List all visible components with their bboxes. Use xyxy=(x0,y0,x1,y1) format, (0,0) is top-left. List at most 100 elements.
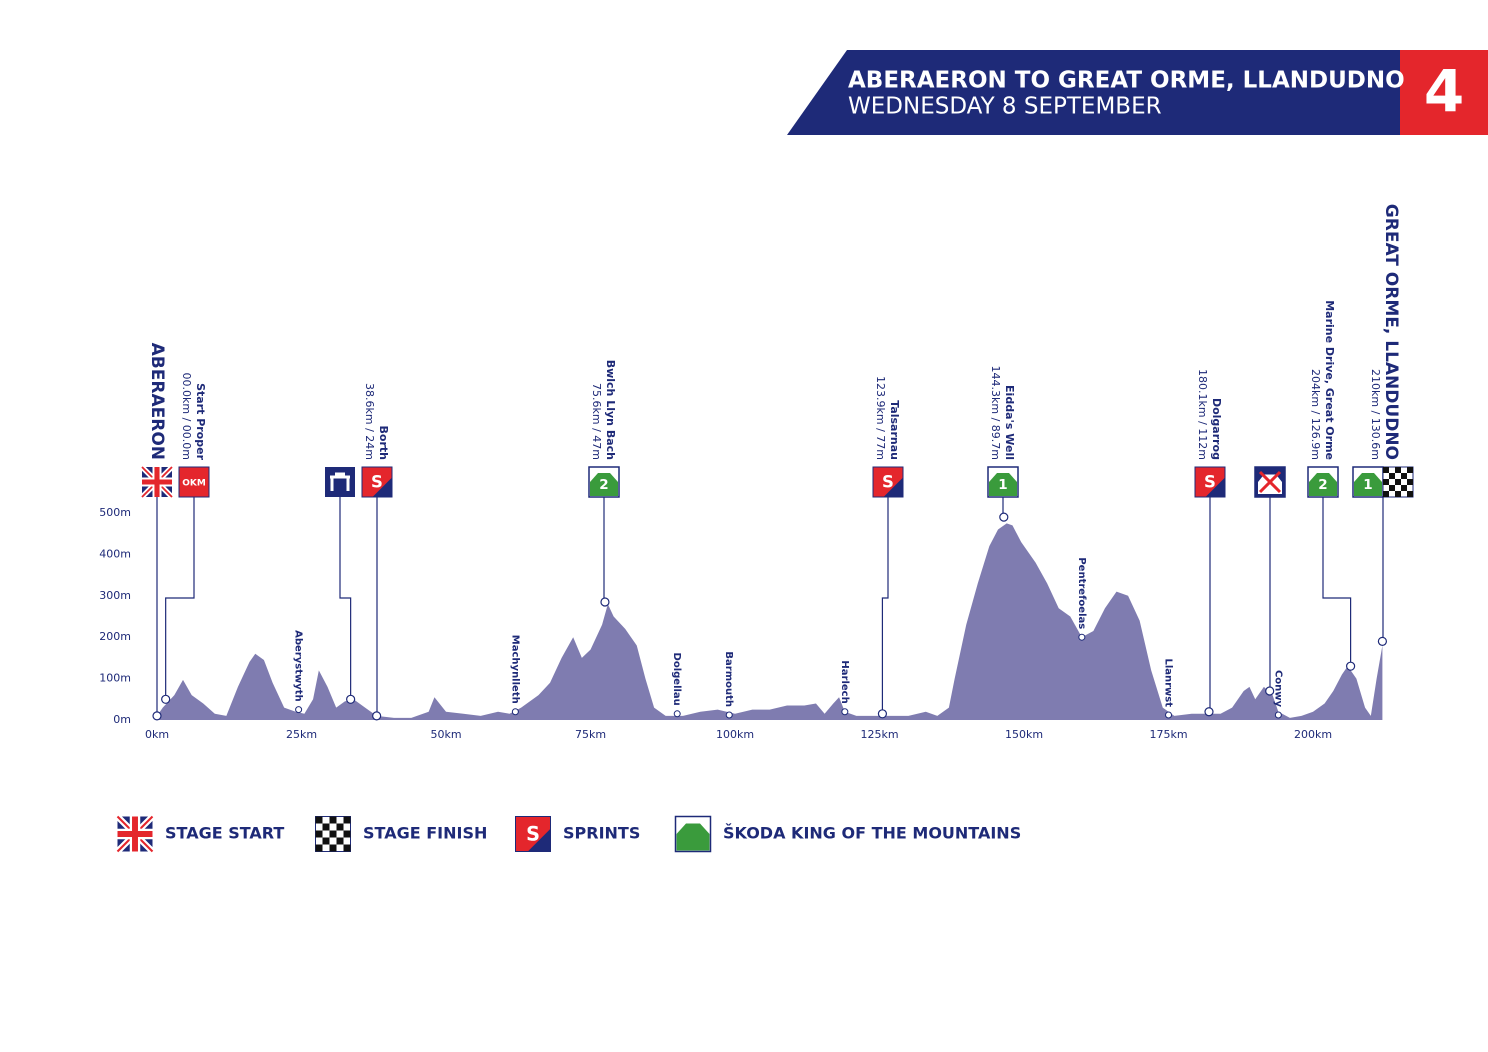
icon-badge: 1 xyxy=(998,477,1007,493)
marker-name: GREAT ORME, LLANDUDNO xyxy=(1381,204,1401,460)
town-label: Conwy xyxy=(1272,670,1283,708)
icon-bg xyxy=(361,466,393,498)
icon-flag xyxy=(115,814,155,854)
icon-bg xyxy=(872,466,904,498)
icon-bg xyxy=(178,466,210,498)
mountain xyxy=(989,473,1017,496)
marker-dot xyxy=(1346,661,1356,671)
town-dot xyxy=(295,706,303,714)
town-label: Barmouth xyxy=(723,651,734,707)
marker-detail: 180.1km / 112m xyxy=(1196,369,1209,460)
header-banner xyxy=(787,50,1400,135)
finish-square xyxy=(1401,485,1407,491)
finish-square xyxy=(329,844,337,852)
cross xyxy=(1258,470,1282,494)
marker-name: Start Proper xyxy=(194,383,207,460)
legend-label: ŠKODA KING OF THE MOUNTAINS xyxy=(723,824,1021,843)
icon-badge: S xyxy=(371,473,383,492)
icon-badge: S xyxy=(526,823,540,846)
leader-line xyxy=(881,497,889,714)
finish-square xyxy=(1395,467,1401,473)
flag-cross-red xyxy=(142,467,172,497)
stage-number: 4 xyxy=(1424,57,1464,125)
icon-okm: OKM xyxy=(178,466,210,498)
finish-square xyxy=(322,837,330,845)
icon-kom xyxy=(674,815,712,853)
icon-finish xyxy=(315,816,351,852)
finish-square xyxy=(329,830,337,838)
legend-label: SPRINTS xyxy=(563,824,640,843)
finish-square xyxy=(1407,467,1413,473)
finish-square xyxy=(1407,479,1413,485)
town-label: Aberystwyth xyxy=(293,630,304,702)
marker-dot xyxy=(999,512,1009,522)
marker-name: Bwlch Llyn Bach xyxy=(604,360,617,460)
finish-square xyxy=(1389,473,1395,479)
marker-detail: 123.9km / 77m xyxy=(874,376,887,460)
town-label: Pentrefoelas xyxy=(1076,557,1087,629)
icon-badge: S xyxy=(1204,473,1216,492)
finish-square xyxy=(322,823,330,831)
y-tick-label: 500m xyxy=(99,506,131,519)
finish-square xyxy=(1395,491,1401,497)
stage-box xyxy=(1400,50,1488,135)
y-tick-label: 400m xyxy=(99,547,131,560)
legend-label: STAGE START xyxy=(165,824,284,843)
x-tick-label: 100km xyxy=(716,728,754,741)
marker-dot xyxy=(1204,707,1214,717)
y-tick-label: 200m xyxy=(99,630,131,643)
marker-dot xyxy=(152,711,162,721)
marker-dot xyxy=(600,597,610,607)
finish-square xyxy=(1389,485,1395,491)
marker-name: Eidda's Well xyxy=(1003,385,1016,460)
finish-square xyxy=(315,844,323,852)
icon-bg xyxy=(325,467,355,497)
mountain xyxy=(590,473,618,496)
icon-badge: 2 xyxy=(1318,477,1327,493)
finish-square xyxy=(343,844,351,852)
town-dot xyxy=(1274,711,1282,719)
marker-dot xyxy=(1265,686,1275,696)
subtitle: WEDNESDAY 8 SEPTEMBER xyxy=(848,94,1162,120)
finish-square xyxy=(329,816,337,824)
marker-label: ABERAERON xyxy=(147,343,167,460)
x-tick-label: 50km xyxy=(430,728,461,741)
town-label: Machynlleth xyxy=(509,635,520,704)
finish-square xyxy=(343,816,351,824)
icon-flag xyxy=(140,465,174,499)
town-label: Llanrwst xyxy=(1163,658,1174,707)
marker-name: Talsarnau xyxy=(888,400,901,460)
marker-name: ABERAERON xyxy=(147,343,167,460)
icon-kom: 1 xyxy=(987,466,1019,498)
finish-square xyxy=(336,823,344,831)
icon-badge: OKM xyxy=(182,479,206,489)
y-tick-label: 300m xyxy=(99,589,131,602)
icon-corner xyxy=(883,477,903,497)
finish-square xyxy=(336,837,344,845)
icon-sprint: S xyxy=(872,466,904,498)
finish-square xyxy=(343,830,351,838)
marker-detail: 75.6km / 47m xyxy=(590,383,603,460)
marker-dot xyxy=(161,694,171,704)
marker-name: Marine Drive, Great Orme xyxy=(1323,300,1336,460)
x-tick-label: 200km xyxy=(1294,728,1332,741)
icon-kom: 2 xyxy=(588,466,620,498)
town-dot xyxy=(511,708,519,716)
finish-square xyxy=(315,816,323,824)
marker-detail: 00.0km / 00.0m xyxy=(180,373,193,460)
icon-crossed xyxy=(1254,466,1286,498)
finish-square xyxy=(1395,479,1401,485)
icon-kom: 2 xyxy=(1307,466,1339,498)
marker-dot xyxy=(346,694,356,704)
icon-sprint: S xyxy=(515,816,551,852)
finish-square xyxy=(1383,491,1389,497)
flag-cross-red xyxy=(117,816,153,852)
leader-line xyxy=(165,497,195,700)
town-label: Harlech xyxy=(839,660,850,703)
